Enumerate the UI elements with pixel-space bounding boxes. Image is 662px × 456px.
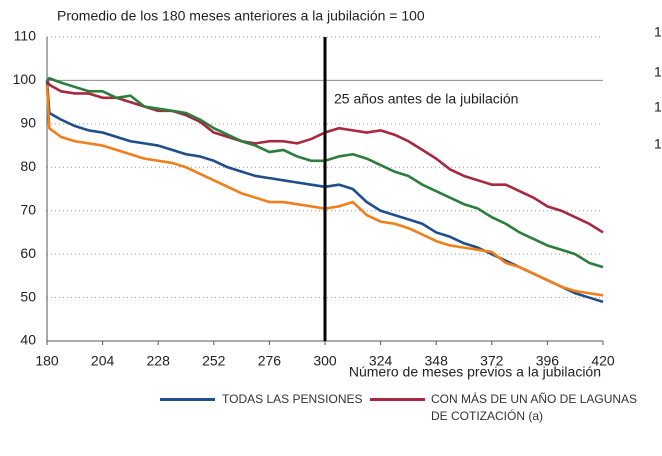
side-label: 1 — [654, 99, 662, 115]
legend-swatch — [160, 398, 215, 401]
chart-subtitle: Promedio de los 180 meses anteriores a l… — [57, 8, 425, 24]
series-line — [46, 76, 604, 269]
side-label: 1 — [654, 64, 662, 80]
x-tick-label: 348 — [425, 353, 449, 369]
x-tick-label: 228 — [147, 353, 171, 369]
legend-label: CON MÁS DE UN AÑO DE LAGUNAS DE COTIZACI… — [431, 392, 638, 423]
y-tick-label: 80 — [20, 158, 36, 174]
x-axis-label: Número de meses previos a la jubilación — [349, 364, 601, 380]
y-tick-label: 110 — [14, 28, 37, 44]
legend-swatch — [370, 398, 425, 401]
x-tick-label: 252 — [202, 353, 226, 369]
legend-label: TODAS LAS PENSIONES — [222, 392, 363, 406]
y-tick-label: 90 — [20, 115, 36, 131]
y-tick-label: 70 — [20, 201, 36, 217]
side-label: 1 — [654, 136, 662, 152]
x-tick-label: 420 — [591, 353, 615, 369]
x-tick-label: 300 — [313, 353, 337, 369]
x-tick-label: 180 — [35, 353, 59, 369]
y-tick-label: 60 — [20, 245, 36, 261]
series-line — [45, 84, 604, 297]
x-tick-label: 396 — [536, 353, 560, 369]
y-tick-label: 40 — [20, 332, 36, 348]
x-tick-label: 204 — [91, 353, 115, 369]
x-tick-label: 372 — [480, 353, 504, 369]
y-tick-label: 50 — [20, 288, 36, 304]
x-tick-label: 324 — [369, 353, 393, 369]
x-tick-label: 276 — [258, 353, 282, 369]
y-tick-label: 100 — [13, 71, 37, 87]
side-label: 1 — [654, 24, 662, 40]
series-line — [45, 80, 604, 304]
annotation: 25 años antes de la jubilación — [334, 91, 518, 107]
series-line — [45, 79, 604, 234]
